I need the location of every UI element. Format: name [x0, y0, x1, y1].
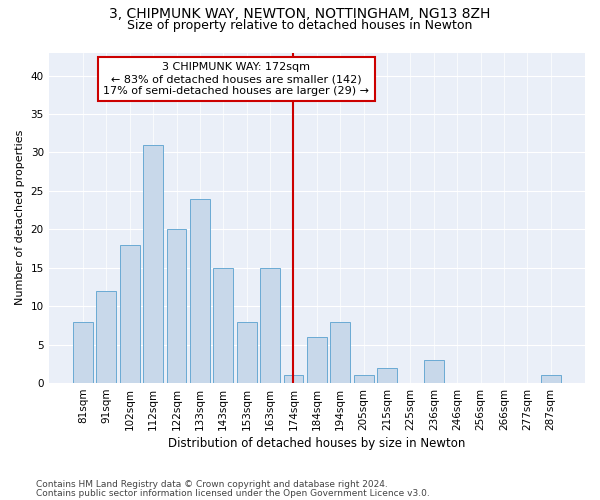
Bar — [353, 376, 374, 383]
Bar — [214, 268, 233, 383]
Text: 3 CHIPMUNK WAY: 172sqm
← 83% of detached houses are smaller (142)
17% of semi-de: 3 CHIPMUNK WAY: 172sqm ← 83% of detached… — [103, 62, 370, 96]
Text: Contains HM Land Registry data © Crown copyright and database right 2024.: Contains HM Land Registry data © Crown c… — [36, 480, 388, 489]
Bar — [97, 291, 116, 383]
Bar — [237, 322, 257, 383]
Bar — [307, 337, 327, 383]
Bar — [120, 244, 140, 383]
Bar — [284, 376, 304, 383]
Bar — [330, 322, 350, 383]
Bar — [541, 376, 560, 383]
Y-axis label: Number of detached properties: Number of detached properties — [15, 130, 25, 306]
Bar — [167, 230, 187, 383]
Bar — [143, 145, 163, 383]
Bar — [260, 268, 280, 383]
Text: Size of property relative to detached houses in Newton: Size of property relative to detached ho… — [127, 19, 473, 32]
Bar — [190, 198, 210, 383]
Text: Contains public sector information licensed under the Open Government Licence v3: Contains public sector information licen… — [36, 489, 430, 498]
Bar — [73, 322, 93, 383]
Bar — [377, 368, 397, 383]
Text: 3, CHIPMUNK WAY, NEWTON, NOTTINGHAM, NG13 8ZH: 3, CHIPMUNK WAY, NEWTON, NOTTINGHAM, NG1… — [109, 8, 491, 22]
X-axis label: Distribution of detached houses by size in Newton: Distribution of detached houses by size … — [168, 437, 466, 450]
Bar — [424, 360, 443, 383]
